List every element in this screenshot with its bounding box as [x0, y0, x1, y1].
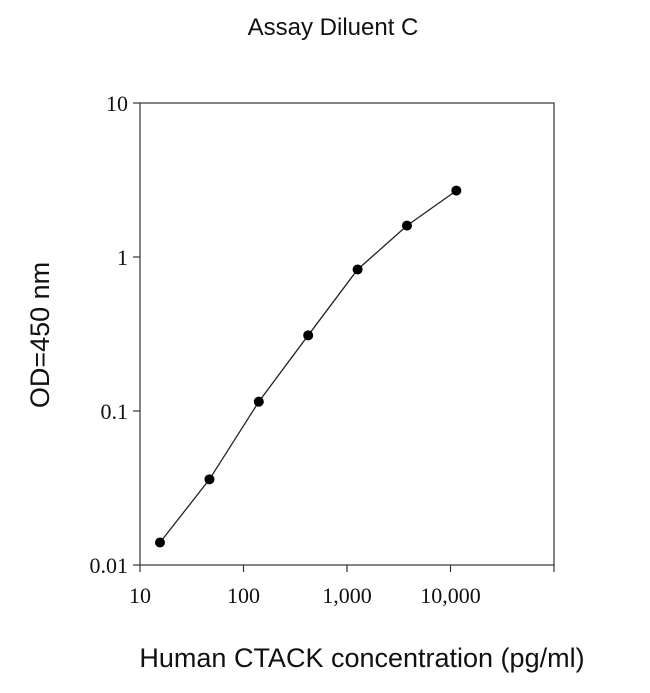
y-tick-label: 0.01 — [90, 553, 129, 578]
data-point — [204, 474, 215, 485]
x-tick-label: 100 — [227, 583, 260, 608]
data-point — [401, 220, 412, 231]
y-axis-label: OD=450 nm — [25, 262, 55, 408]
data-point — [303, 330, 314, 341]
x-tick-label: 1,000 — [322, 583, 372, 608]
x-axis: 10 100 1,000 10,000 — [129, 565, 555, 608]
y-tick-label: 0.1 — [101, 399, 129, 424]
plot-frame — [139, 102, 555, 566]
data-point — [451, 185, 462, 196]
chart-title: Assay Diluent C — [248, 14, 419, 41]
x-axis-label: Human CTACK concentration (pg/ml) — [139, 643, 584, 673]
x-tick-label: 10 — [129, 583, 151, 608]
y-axis: 0.01 0.1 1 10 — [90, 91, 140, 578]
data-point — [154, 537, 165, 548]
data-points — [154, 185, 462, 548]
y-tick-label: 1 — [117, 245, 128, 270]
x-tick-label: 10,000 — [420, 583, 481, 608]
data-point — [253, 396, 264, 407]
series-line — [159, 190, 457, 543]
data-point — [352, 264, 363, 275]
y-tick-label: 10 — [106, 91, 128, 116]
